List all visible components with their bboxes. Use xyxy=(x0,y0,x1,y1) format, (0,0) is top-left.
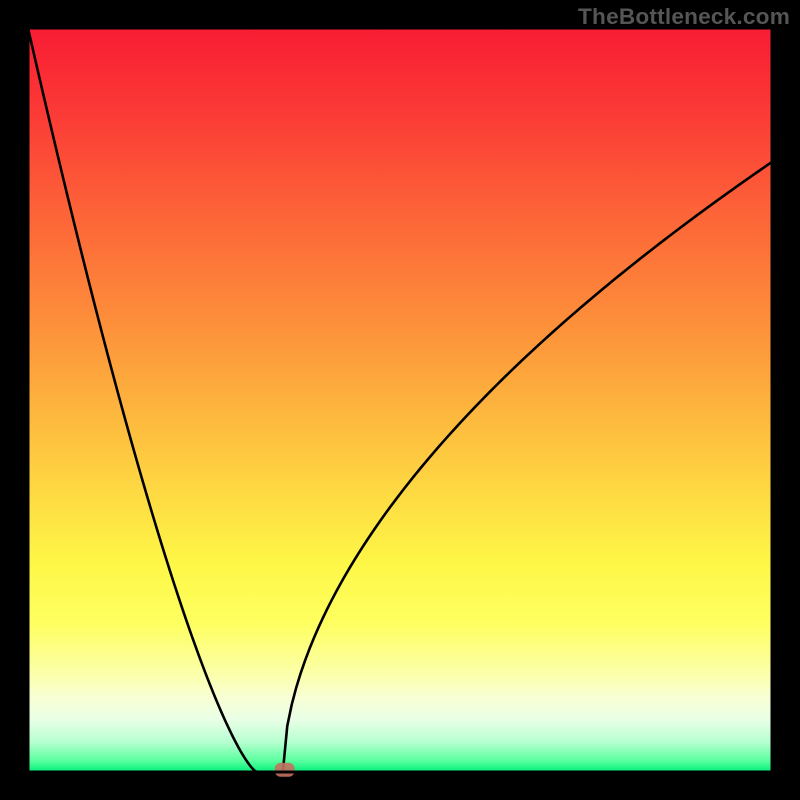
plot-area xyxy=(28,28,772,772)
watermark-text: TheBottleneck.com xyxy=(578,4,790,30)
chart-svg xyxy=(0,0,800,800)
stage: TheBottleneck.com xyxy=(0,0,800,800)
optimal-point-marker xyxy=(275,763,295,777)
